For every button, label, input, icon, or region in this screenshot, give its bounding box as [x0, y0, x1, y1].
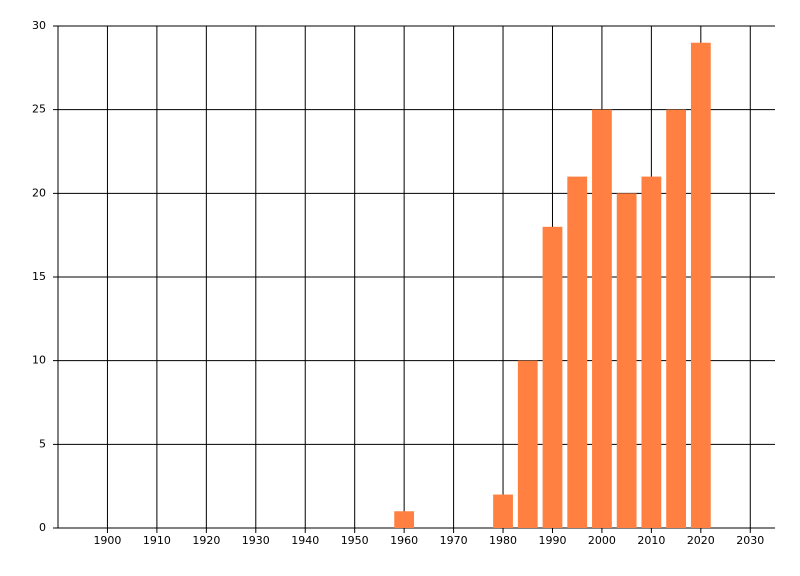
- x-tick-label: 1940: [291, 534, 319, 547]
- bar: [616, 193, 637, 529]
- x-tick-label: 1990: [538, 534, 566, 547]
- bar: [394, 511, 415, 528]
- y-tick-label: 15: [32, 270, 46, 283]
- bar: [641, 176, 662, 528]
- y-tick-label: 30: [32, 19, 46, 32]
- y-tick-label: 20: [32, 186, 46, 199]
- x-tick-label: 1920: [192, 534, 220, 547]
- x-tick-label: 2000: [588, 534, 616, 547]
- x-tick-label: 2030: [736, 534, 764, 547]
- bar: [493, 494, 513, 528]
- bar: [592, 109, 612, 529]
- x-tick-label: 1960: [390, 534, 418, 547]
- x-tick-label: 1980: [489, 534, 517, 547]
- bar: [690, 42, 711, 528]
- y-tick-label: 25: [32, 103, 46, 116]
- x-tick-label: 1950: [341, 534, 369, 547]
- x-tick-label: 1970: [440, 534, 468, 547]
- x-tick-label: 1910: [143, 534, 171, 547]
- bar: [567, 176, 588, 528]
- x-tick-label: 2010: [637, 534, 665, 547]
- bar: [666, 109, 686, 529]
- x-tick-label: 1900: [93, 534, 121, 547]
- x-tick-label: 2020: [687, 534, 715, 547]
- y-tick-label: 0: [39, 521, 46, 534]
- y-tick-label: 5: [39, 437, 46, 450]
- bar: [517, 360, 538, 528]
- y-tick-label: 10: [32, 354, 46, 367]
- bar: [542, 226, 563, 529]
- x-tick-label: 1930: [242, 534, 270, 547]
